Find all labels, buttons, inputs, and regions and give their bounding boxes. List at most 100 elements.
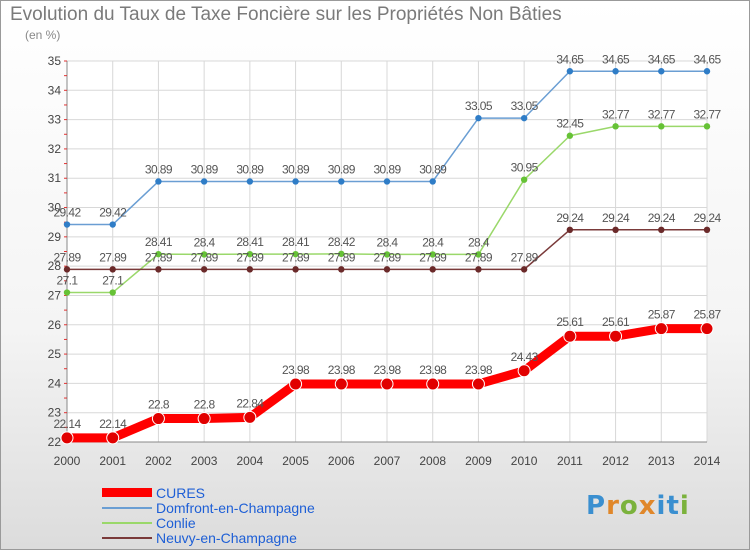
x-tick-label: 2008 — [419, 454, 446, 468]
data-label: 27.89 — [328, 250, 356, 264]
data-label: 22.14 — [99, 417, 127, 431]
x-tick-label: 2004 — [237, 454, 264, 468]
y-tick-label: 35 — [48, 54, 62, 68]
logo-letter: i — [656, 491, 667, 521]
data-point — [334, 377, 348, 391]
data-label: 27.89 — [145, 250, 173, 264]
y-tick-label: 22 — [48, 435, 62, 449]
proxiti-logo: Proxiti — [586, 491, 690, 521]
data-label: 22.8 — [148, 398, 170, 412]
x-tick-label: 2003 — [191, 454, 218, 468]
data-point — [289, 377, 303, 391]
data-label: 29.24 — [693, 211, 721, 225]
data-point — [338, 266, 345, 273]
data-label: 29.42 — [53, 206, 81, 220]
data-point — [155, 250, 162, 258]
data-point — [612, 226, 619, 234]
logo-letter: x — [638, 491, 657, 521]
chart-title: Evolution du Taux de Taxe Foncière sur l… — [10, 4, 562, 25]
data-point — [654, 322, 668, 336]
data-point — [155, 178, 162, 185]
data-point — [612, 123, 619, 130]
x-tick-label: 2010 — [511, 454, 538, 468]
data-label: 30.89 — [145, 162, 173, 176]
data-point — [109, 289, 116, 296]
data-label: 22.14 — [53, 417, 81, 431]
data-label: 34.65 — [648, 52, 676, 66]
data-point — [520, 114, 528, 122]
x-tick-label: 2011 — [557, 454, 583, 468]
legend-swatch — [102, 536, 152, 539]
data-label: 29.24 — [556, 211, 584, 225]
data-point — [338, 250, 345, 258]
data-label: 29.24 — [602, 211, 630, 225]
legend-label: CURES — [156, 484, 206, 501]
data-label: 28.4 — [194, 235, 216, 249]
data-point — [609, 329, 623, 343]
data-point — [109, 266, 116, 273]
data-point — [703, 68, 711, 75]
data-label: 22.8 — [194, 398, 216, 412]
data-point — [151, 412, 165, 426]
y-tick-label: 30 — [48, 201, 62, 215]
data-label: 23.98 — [373, 363, 401, 377]
y-axis-unit: (en %) — [25, 28, 61, 42]
y-tick-label: 28 — [48, 259, 62, 273]
data-point — [155, 266, 162, 273]
data-label: 28.41 — [145, 235, 173, 249]
logo-letter: i — [679, 491, 690, 521]
chart-legend: CURES Domfront-en-Champagne Conlie Neuvy-en… — [102, 484, 315, 546]
data-point — [703, 123, 711, 130]
data-point — [292, 178, 299, 185]
data-point — [471, 377, 485, 391]
data-label: 27.89 — [53, 250, 81, 264]
y-tick-label: 32 — [48, 142, 62, 156]
data-point — [292, 266, 299, 273]
data-point — [475, 266, 482, 273]
x-tick-label: 2007 — [374, 454, 401, 468]
data-point — [700, 322, 714, 336]
y-tick-label: 23 — [48, 406, 62, 420]
data-point — [246, 266, 254, 273]
data-point — [426, 377, 440, 391]
data-point — [197, 412, 211, 426]
legend-item: Neuvy-en-Champagne — [102, 530, 315, 546]
x-tick-label: 2002 — [145, 454, 172, 468]
data-label: 34.65 — [556, 52, 584, 66]
y-tick-label: 29 — [48, 230, 62, 244]
data-point — [380, 377, 394, 391]
x-tick-label: 2014 — [694, 454, 721, 468]
data-label: 27.89 — [511, 250, 539, 264]
data-label: 28.41 — [282, 235, 310, 249]
x-tick-label: 2009 — [465, 454, 492, 468]
data-label: 27.89 — [99, 250, 127, 264]
data-label: 30.89 — [191, 162, 219, 176]
data-label: 25.61 — [556, 315, 584, 329]
data-point — [475, 251, 482, 258]
x-tick-label: 2006 — [328, 454, 355, 468]
data-label: 33.05 — [511, 99, 539, 113]
data-point — [520, 266, 528, 273]
data-point — [658, 68, 665, 75]
data-label: 27.1 — [102, 274, 124, 288]
data-label: 27.89 — [236, 250, 264, 264]
data-label: 28.4 — [377, 235, 399, 249]
data-label: 28.41 — [236, 235, 264, 249]
legend-item: CURES — [102, 484, 315, 501]
data-point — [429, 251, 436, 258]
data-point — [566, 132, 574, 139]
data-label: 32.45 — [556, 117, 584, 131]
y-tick-label: 27 — [48, 288, 62, 302]
x-tick-label: 2005 — [282, 454, 309, 468]
legend-swatch — [102, 506, 152, 509]
data-point — [612, 68, 619, 75]
data-point — [292, 250, 299, 258]
data-point — [563, 329, 577, 343]
data-point — [63, 289, 71, 296]
legend-swatch — [102, 521, 152, 524]
x-tick-label: 2012 — [602, 454, 629, 468]
data-point — [63, 221, 71, 228]
data-label: 33.05 — [465, 99, 493, 113]
data-label: 34.65 — [602, 52, 630, 66]
data-label: 28.4 — [468, 235, 490, 249]
